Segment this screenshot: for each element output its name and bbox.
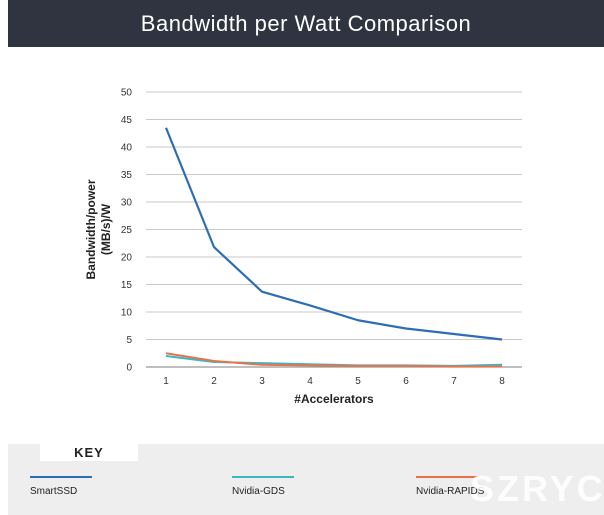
legend-swatch-smartssd (30, 476, 92, 478)
legend-panel: KEY SmartSSD Nvidia-GDS Nvidia-RAPIDS (8, 444, 604, 515)
y-axis-label: Bandwidth/power (MB/s)/W (84, 179, 113, 279)
y-tick-label-40: 40 (121, 143, 133, 154)
y-tick-label-10: 10 (121, 308, 133, 319)
x-tick-label-7: 7 (451, 376, 457, 387)
y-tick-label-50: 50 (121, 88, 133, 99)
x-tick-label-4: 4 (307, 376, 313, 387)
legend-title-box: KEY (40, 444, 138, 461)
series-line-nvidia-rapids (165, 352, 502, 368)
y-tick-label-15: 15 (121, 280, 133, 291)
legend-item-nvidia-gds: Nvidia-GDS (232, 476, 294, 497)
x-axis-ticks: 1 2 3 4 5 6 7 8 (163, 376, 505, 387)
x-tick-label-2: 2 (211, 376, 217, 387)
grid-lines (146, 91, 522, 368)
legend-item-smartssd: SmartSSD (30, 476, 92, 497)
chart-header: Bandwidth per Watt Comparison (8, 0, 604, 47)
y-axis-ticks: 0 5 10 15 20 25 30 35 40 45 50 (121, 88, 133, 374)
legend-item-nvidia-rapids: Nvidia-RAPIDS (416, 476, 484, 497)
y-axis-label-line-0: Bandwidth/power (84, 179, 98, 279)
x-tick-label-5: 5 (355, 376, 361, 387)
y-tick-label-45: 45 (121, 115, 133, 126)
y-axis-label-line-1: (MB/s)/W (99, 203, 113, 255)
watermark-text: SZRYC (470, 468, 604, 509)
chart-title: Bandwidth per Watt Comparison (140, 10, 472, 36)
x-tick-label-3: 3 (259, 376, 265, 387)
legend-swatch-nvidia-gds (232, 476, 294, 478)
x-axis-label: #Accelerators (294, 392, 374, 406)
legend-label-nvidia-gds: Nvidia-GDS (232, 486, 285, 497)
x-tick-label-6: 6 (403, 376, 409, 387)
y-tick-label-20: 20 (121, 253, 133, 264)
series-lines (164, 127, 503, 368)
series-line-smartssd (164, 127, 503, 341)
y-tick-label-35: 35 (121, 170, 133, 181)
legend-swatch-nvidia-rapids (416, 476, 478, 478)
x-tick-label-1: 1 (163, 376, 169, 387)
legend-title: KEY (74, 445, 104, 460)
y-tick-label-5: 5 (126, 335, 132, 346)
x-tick-label-8: 8 (499, 376, 505, 387)
y-tick-label-25: 25 (121, 225, 133, 236)
y-tick-label-30: 30 (121, 198, 133, 209)
y-tick-label-0: 0 (126, 363, 132, 374)
legend-label-smartssd: SmartSSD (30, 486, 78, 497)
legend-label-nvidia-rapids: Nvidia-RAPIDS (416, 486, 485, 497)
